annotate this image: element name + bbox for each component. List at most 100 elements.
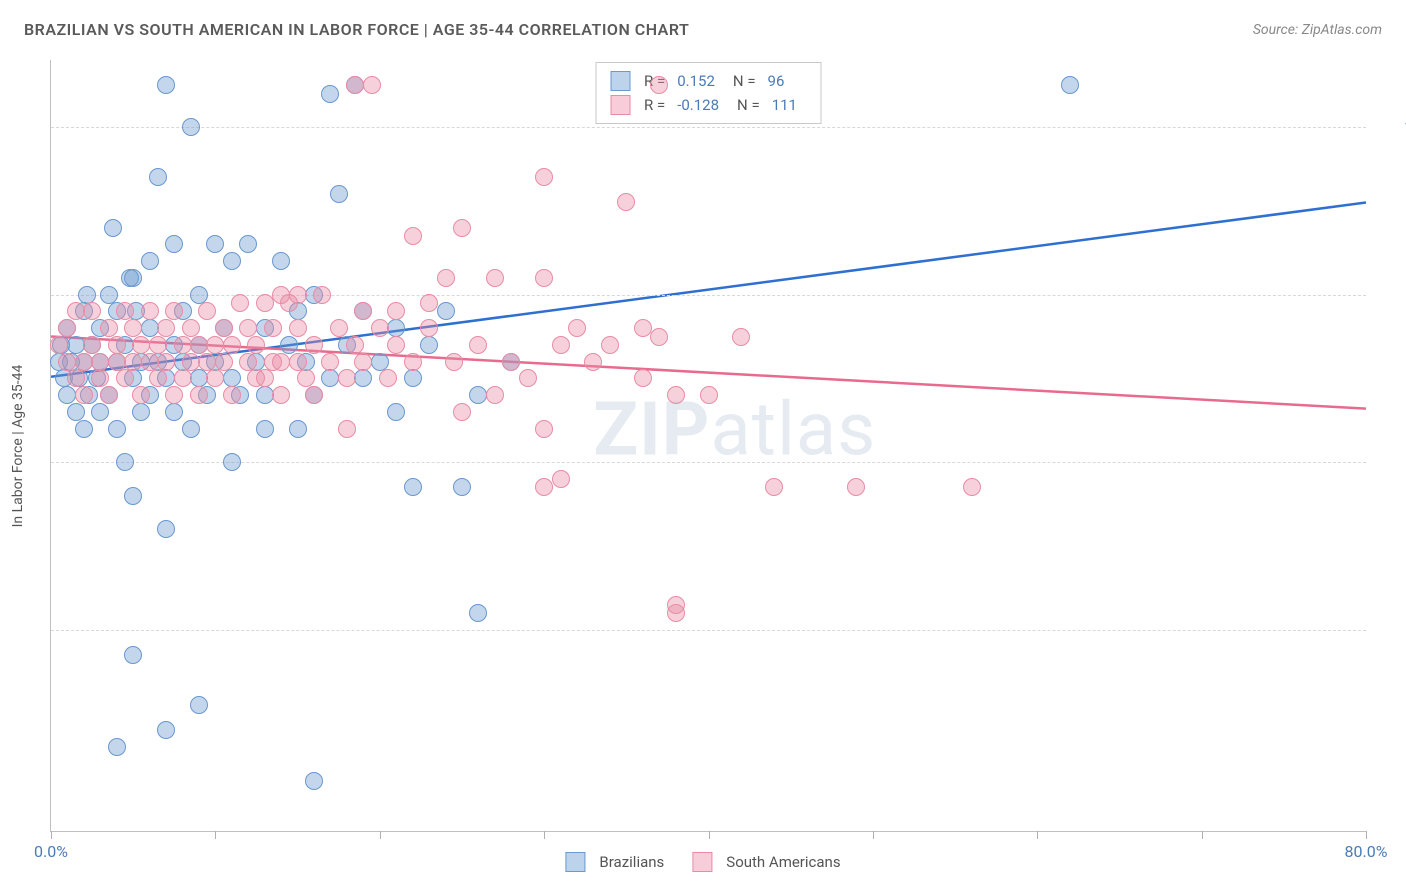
data-point xyxy=(420,294,438,312)
data-point xyxy=(149,369,167,387)
data-point xyxy=(404,227,422,245)
data-point xyxy=(437,302,455,320)
data-point xyxy=(256,420,274,438)
data-point xyxy=(371,353,389,371)
gridline xyxy=(51,295,1366,296)
data-point xyxy=(445,353,463,371)
data-point xyxy=(116,302,134,320)
data-point xyxy=(206,369,224,387)
legend-item: South Americans xyxy=(692,852,840,872)
data-point xyxy=(601,336,619,354)
gridline xyxy=(51,462,1366,463)
data-point xyxy=(469,386,487,404)
data-point xyxy=(157,520,175,538)
legend-label: South Americans xyxy=(726,853,840,871)
x-tick xyxy=(51,831,52,839)
data-point xyxy=(420,319,438,337)
data-point xyxy=(157,319,175,337)
plot-area: ZIPatlas R =0.152N =96R =-0.128N =111 70… xyxy=(50,60,1366,832)
data-point xyxy=(198,302,216,320)
data-point xyxy=(552,336,570,354)
data-point xyxy=(502,353,520,371)
data-point xyxy=(223,369,241,387)
data-point xyxy=(634,319,652,337)
stats-row: R =-0.128N =111 xyxy=(610,93,807,117)
stats-r-label: R = xyxy=(644,96,665,114)
data-point xyxy=(313,286,331,304)
stats-legend-box: R =0.152N =96R =-0.128N =111 xyxy=(595,62,822,124)
stats-r-value: 0.152 xyxy=(677,72,715,90)
x-tick xyxy=(1366,831,1367,839)
data-point xyxy=(387,336,405,354)
data-point xyxy=(206,336,224,354)
data-point xyxy=(634,369,652,387)
data-point xyxy=(469,604,487,622)
chart-title: BRAZILIAN VS SOUTH AMERICAN IN LABOR FOR… xyxy=(24,20,689,39)
data-point xyxy=(67,403,85,421)
data-point xyxy=(289,319,307,337)
gridline xyxy=(51,630,1366,631)
data-point xyxy=(535,269,553,287)
data-point xyxy=(231,294,249,312)
data-point xyxy=(280,336,298,354)
data-point xyxy=(650,76,668,94)
data-point xyxy=(100,386,118,404)
data-point xyxy=(305,336,323,354)
trend-line xyxy=(51,202,1366,376)
data-point xyxy=(247,336,265,354)
series-swatch xyxy=(610,71,630,91)
data-point xyxy=(552,470,570,488)
data-point xyxy=(256,294,274,312)
data-point xyxy=(190,336,208,354)
data-point xyxy=(182,420,200,438)
data-point xyxy=(223,336,241,354)
series-swatch xyxy=(610,95,630,115)
data-point xyxy=(124,353,142,371)
data-point xyxy=(108,353,126,371)
stats-r-value: -0.128 xyxy=(677,96,719,114)
y-tick-label: 70.0% xyxy=(1376,620,1406,639)
data-point xyxy=(371,319,389,337)
data-point xyxy=(650,328,668,346)
data-point xyxy=(272,386,290,404)
data-point xyxy=(91,353,109,371)
data-point xyxy=(223,252,241,270)
data-point xyxy=(165,403,183,421)
data-point xyxy=(132,386,150,404)
data-point xyxy=(239,353,257,371)
data-point xyxy=(124,646,142,664)
data-point xyxy=(75,420,93,438)
data-point xyxy=(141,252,159,270)
data-point xyxy=(535,420,553,438)
data-point xyxy=(165,386,183,404)
data-point xyxy=(404,478,422,496)
data-point xyxy=(700,386,718,404)
data-point xyxy=(297,369,315,387)
data-point xyxy=(108,738,126,756)
data-point xyxy=(264,319,282,337)
data-point xyxy=(75,353,93,371)
data-point xyxy=(346,76,364,94)
data-point xyxy=(165,302,183,320)
data-point xyxy=(141,302,159,320)
x-tick-label: 0.0% xyxy=(34,842,68,861)
data-point xyxy=(584,353,602,371)
data-point xyxy=(190,286,208,304)
data-point xyxy=(239,235,257,253)
data-point xyxy=(1061,76,1079,94)
data-point xyxy=(256,386,274,404)
data-point xyxy=(330,185,348,203)
data-point xyxy=(75,386,93,404)
data-point xyxy=(215,319,233,337)
stats-n-label: N = xyxy=(737,96,760,114)
data-point xyxy=(354,369,372,387)
data-point xyxy=(78,286,96,304)
data-point xyxy=(519,369,537,387)
data-point xyxy=(67,302,85,320)
data-point xyxy=(667,604,685,622)
x-tick xyxy=(380,831,381,839)
data-point xyxy=(272,252,290,270)
data-point xyxy=(346,336,364,354)
stats-n-value: 96 xyxy=(768,72,785,90)
data-point xyxy=(387,403,405,421)
